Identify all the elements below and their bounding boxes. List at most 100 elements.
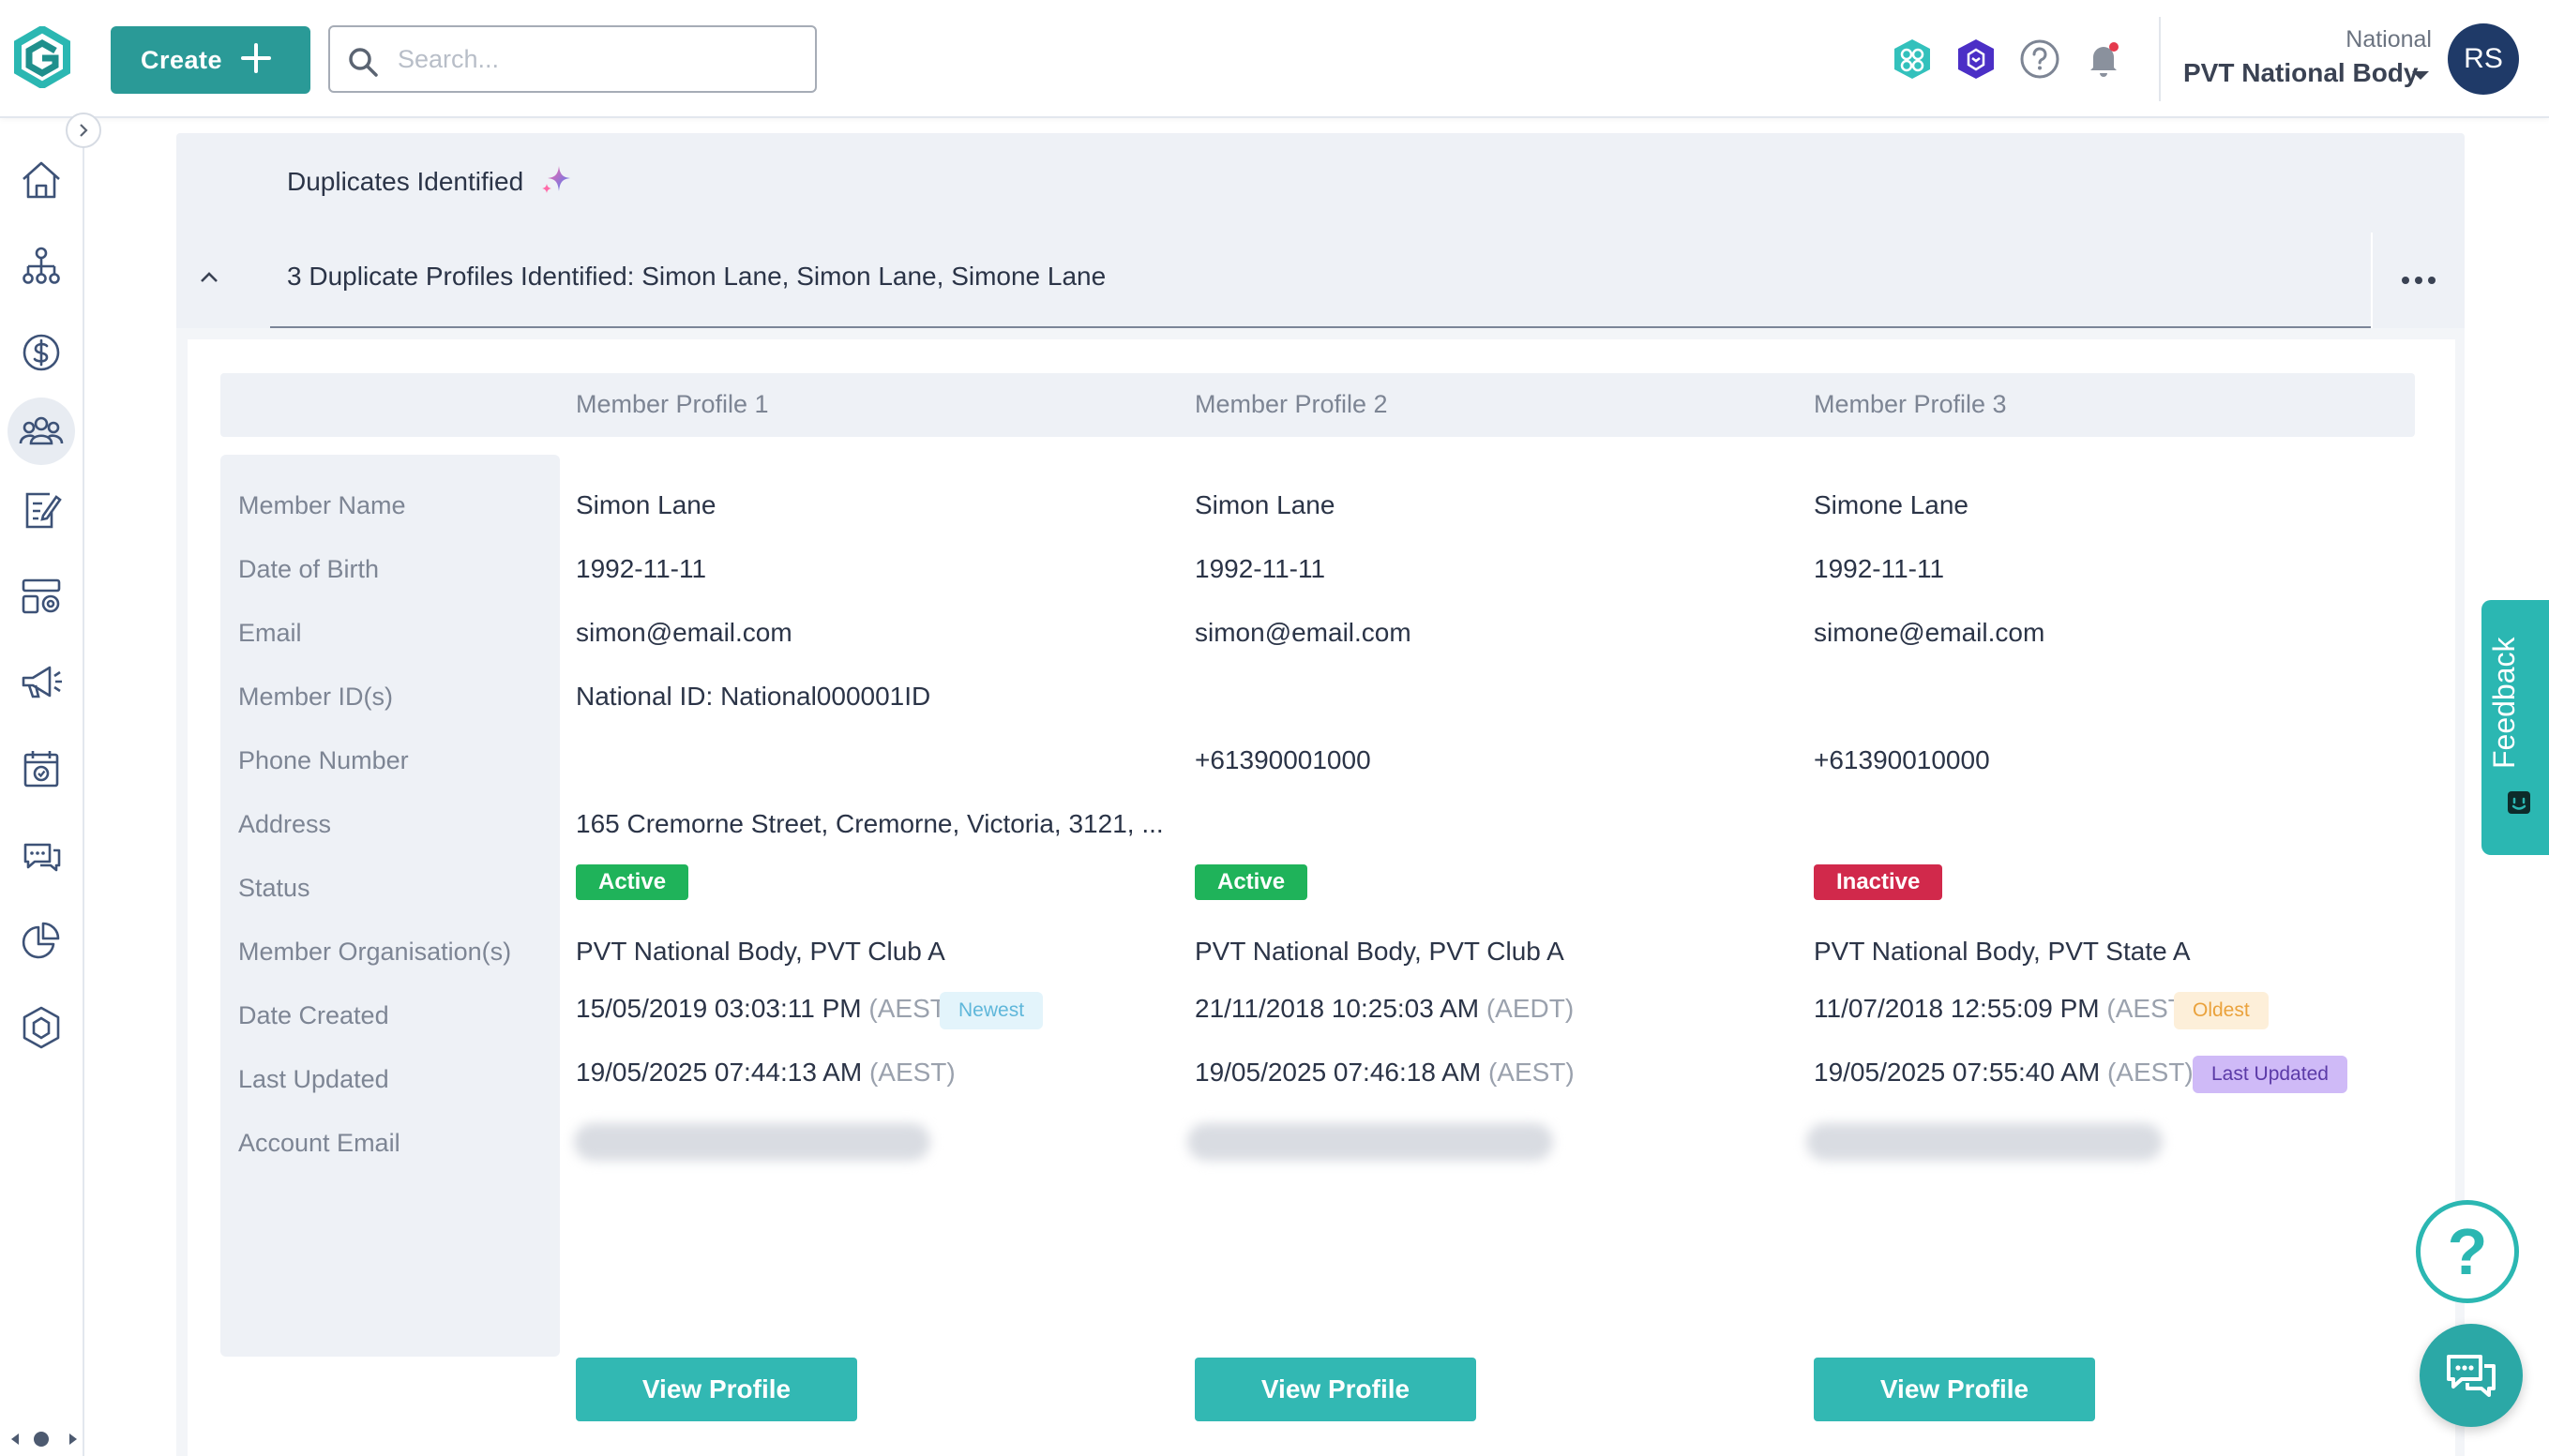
label-last-updated: Last Updated xyxy=(238,1065,389,1093)
org-selector[interactable]: PVT National Body xyxy=(2183,58,2419,87)
sidebar-expand-button[interactable] xyxy=(66,113,101,148)
profile-1-view-button[interactable]: View Profile xyxy=(576,1358,857,1421)
home-icon[interactable] xyxy=(8,146,75,214)
profile-1-created-value: 15/05/2019 03:03:11 PM xyxy=(576,994,862,1023)
profile-3-updated-tz: (AEST) xyxy=(2106,1058,2194,1087)
last-updated-tag: Last Updated xyxy=(2193,1056,2347,1093)
caret-down-icon[interactable] xyxy=(2412,71,2429,80)
pie-chart-icon[interactable] xyxy=(8,908,75,975)
search-icon xyxy=(349,48,378,77)
profile-3-view-button[interactable]: View Profile xyxy=(1814,1358,2095,1421)
apps-icon[interactable] xyxy=(1891,38,1934,81)
more-horizontal-icon xyxy=(2402,277,2436,284)
profile-2-created-tz: (AEDT) xyxy=(1486,994,1575,1023)
column-header-profile-1: Member Profile 1 xyxy=(576,390,769,418)
label-member-name: Member Name xyxy=(238,491,406,519)
feedback-label: Feedback xyxy=(2487,637,2521,769)
profile-3-name: Simone Lane xyxy=(1814,490,1969,519)
profile-2-view-button[interactable]: View Profile xyxy=(1195,1358,1476,1421)
profile-3-email: simone@email.com xyxy=(1814,618,2045,647)
chat-fab-button[interactable] xyxy=(2420,1324,2523,1427)
label-account-email: Account Email xyxy=(238,1129,400,1157)
profile-1-dob: 1992-11-11 xyxy=(576,554,707,583)
org-chart-icon[interactable] xyxy=(8,233,75,300)
sidebar xyxy=(0,118,84,1456)
chevron-up-icon[interactable] xyxy=(199,270,219,285)
profile-1-orgs: PVT National Body, PVT Club A xyxy=(576,937,945,966)
duplicate-group-title: 3 Duplicate Profiles Identified: Simon L… xyxy=(287,262,1107,291)
column-header-profile-3: Member Profile 3 xyxy=(1814,390,2007,418)
chevron-right-icon xyxy=(80,124,88,137)
profile-2-last-updated: 19/05/2025 07:46:18 AM (AEST) xyxy=(1195,1058,1575,1088)
badge-icon[interactable] xyxy=(8,994,75,1061)
org-level-label: National xyxy=(2345,26,2432,53)
pagination-dots[interactable] xyxy=(8,1428,83,1450)
duplicates-title: Duplicates Identified xyxy=(287,167,524,196)
members-icon[interactable] xyxy=(8,398,75,465)
label-phone-number: Phone Number xyxy=(238,746,409,774)
profile-3-account-email-redacted xyxy=(1806,1123,2163,1161)
profile-2-date-created: 21/11/2018 10:25:03 AM (AEDT) xyxy=(1195,994,1574,1024)
dollar-icon[interactable] xyxy=(8,319,75,386)
field-label-column xyxy=(220,455,560,1357)
top-bar: Create Search... National PVT National B… xyxy=(0,0,2549,118)
profile-3-phone: +61390010000 xyxy=(1814,745,1990,774)
label-address: Address xyxy=(238,810,332,838)
comparison-header xyxy=(220,373,2415,437)
logo-icon[interactable] xyxy=(13,26,71,88)
profile-3-status-badge: Inactive xyxy=(1814,864,1943,900)
megaphone-icon[interactable] xyxy=(8,649,75,716)
create-label: Create xyxy=(141,45,223,74)
profile-2-phone: +61390001000 xyxy=(1195,745,1371,774)
profile-2-email: simon@email.com xyxy=(1195,618,1411,647)
bell-icon[interactable] xyxy=(2082,38,2125,81)
label-email: Email xyxy=(238,619,302,647)
label-member-organisations: Member Organisation(s) xyxy=(238,938,512,966)
form-edit-icon[interactable] xyxy=(8,476,75,544)
profile-3-dob: 1992-11-11 xyxy=(1814,554,1945,583)
profile-3-date-created: 11/07/2018 12:55:09 PM (AEST) xyxy=(1814,994,2193,1024)
column-header-profile-2: Member Profile 2 xyxy=(1195,390,1388,418)
profile-2-updated-value: 19/05/2025 07:46:18 AM xyxy=(1195,1058,1482,1087)
profile-1-address: 165 Cremorne Street, Cremorne, Victoria,… xyxy=(576,809,1164,838)
chat-bubbles-icon xyxy=(2447,1355,2496,1397)
create-button[interactable]: Create xyxy=(111,26,310,94)
profile-1-updated-tz: (AEST) xyxy=(868,1058,956,1087)
newest-tag: Newest xyxy=(940,992,1044,1029)
competitions-icon[interactable] xyxy=(8,563,75,630)
smiley-icon xyxy=(2508,791,2530,814)
header-divider xyxy=(2159,17,2161,101)
profile-1-email: simon@email.com xyxy=(576,618,792,647)
label-status: Status xyxy=(238,874,310,902)
profile-1-date-created: 15/05/2019 03:03:11 PM (AEST) xyxy=(576,994,955,1024)
profile-1-status-badge: Active xyxy=(576,864,689,900)
shield-icon[interactable] xyxy=(1954,38,1998,81)
profile-1-name: Simon Lane xyxy=(576,490,716,519)
comparison-panel xyxy=(188,339,2455,1456)
search-input[interactable]: Search... xyxy=(328,25,817,93)
label-date-of-birth: Date of Birth xyxy=(238,555,380,583)
calendar-icon[interactable] xyxy=(8,735,75,803)
profile-3-updated-value: 19/05/2025 07:55:40 AM xyxy=(1814,1058,2101,1087)
profile-2-name: Simon Lane xyxy=(1195,490,1335,519)
help-icon[interactable] xyxy=(2018,38,2061,81)
profile-2-updated-tz: (AEST) xyxy=(1487,1058,1575,1087)
label-date-created: Date Created xyxy=(238,1001,389,1029)
profile-2-dob: 1992-11-11 xyxy=(1195,554,1326,583)
profile-2-created-value: 21/11/2018 10:25:03 AM xyxy=(1195,994,1480,1023)
profile-1-updated-value: 19/05/2025 07:44:13 AM xyxy=(576,1058,863,1087)
profile-1-last-updated: 19/05/2025 07:44:13 AM (AEST) xyxy=(576,1058,956,1088)
oldest-tag: Oldest xyxy=(2174,992,2269,1029)
profile-3-last-updated: 19/05/2025 07:55:40 AM (AEST) xyxy=(1814,1058,2194,1088)
label-member-ids: Member ID(s) xyxy=(238,683,394,711)
section-divider xyxy=(270,326,2465,328)
help-fab-button[interactable]: ? xyxy=(2416,1200,2519,1303)
avatar[interactable]: RS xyxy=(2448,23,2519,95)
more-options-button[interactable] xyxy=(2371,233,2465,328)
duplicate-group-row[interactable] xyxy=(176,231,2465,328)
chat-icon[interactable] xyxy=(8,821,75,889)
profile-3-created-value: 11/07/2018 12:55:09 PM xyxy=(1814,994,2100,1023)
profile-2-status-badge: Active xyxy=(1195,864,1308,900)
search-placeholder: Search... xyxy=(398,44,500,73)
profile-1-account-email-redacted xyxy=(574,1123,930,1161)
